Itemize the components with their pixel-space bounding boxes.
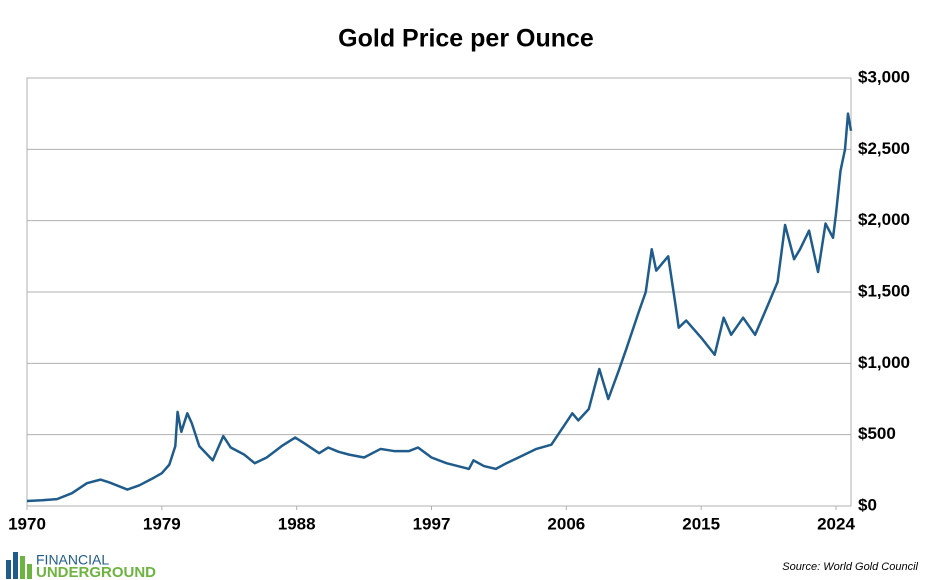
- logo-text: UNDERGROUND: [36, 564, 156, 580]
- y-tick-label: $1,000: [858, 353, 910, 372]
- x-tick-label: 1970: [8, 514, 46, 533]
- x-tick-label: 1988: [278, 514, 316, 533]
- y-tick-label: $500: [858, 424, 896, 443]
- logo: FINANCIAL UNDERGROUND: [6, 552, 156, 580]
- logo-bar: [6, 560, 11, 579]
- logo-bar: [13, 552, 18, 579]
- x-tick-label: 2015: [682, 514, 720, 533]
- y-tick-label: $0: [858, 495, 877, 514]
- y-tick-label: $3,000: [858, 67, 910, 86]
- y-tick-label: $1,500: [858, 281, 910, 300]
- x-tick-label: 2024: [817, 514, 855, 533]
- logo-bar: [20, 556, 25, 579]
- x-tick-label: 1997: [413, 514, 451, 533]
- price-line: [26, 112, 853, 503]
- source: Source: World Gold Council: [782, 561, 918, 573]
- logo-bar: [27, 564, 32, 579]
- x-tick-label: 1979: [143, 514, 181, 533]
- x-tick-label: 2006: [547, 514, 585, 533]
- y-tick-label: $2,000: [858, 210, 910, 229]
- chart-title: Gold Price per Ounce: [338, 25, 594, 53]
- logo-text: FINANCIAL: [36, 552, 109, 568]
- y-tick-label: $2,500: [858, 139, 910, 158]
